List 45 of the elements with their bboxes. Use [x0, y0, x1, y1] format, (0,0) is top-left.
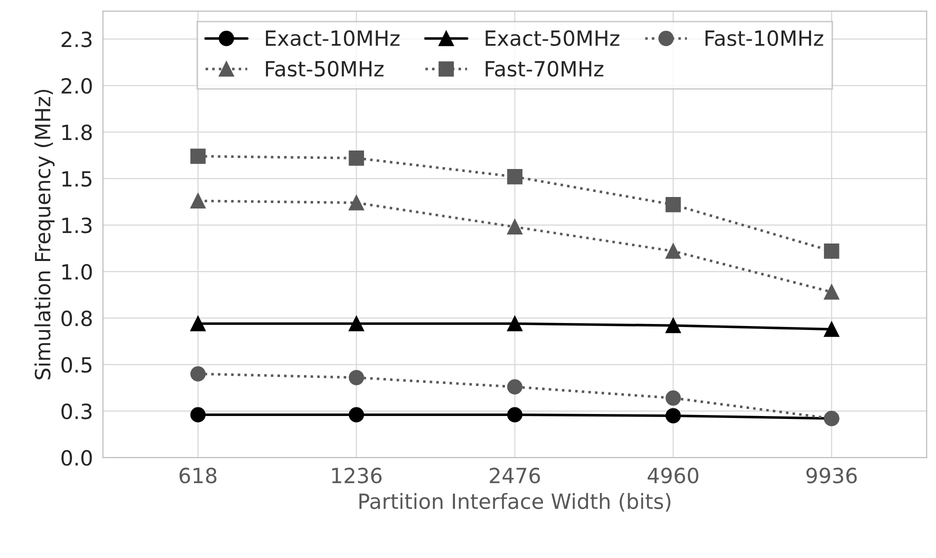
y-tick-label: 0.0	[61, 450, 92, 466]
legend-label: Fast-50MHz	[266, 60, 384, 77]
point	[507, 379, 522, 395]
point	[190, 407, 206, 422]
y-tick-label: 1.8	[62, 124, 92, 140]
point	[348, 316, 364, 332]
point	[666, 318, 681, 334]
y-tick-label: 0.3	[61, 404, 92, 420]
legend-label: Exact-10MHz	[266, 30, 400, 46]
point	[507, 169, 522, 184]
point	[190, 366, 206, 382]
y-tick-label: 2.0	[62, 78, 92, 94]
point	[507, 407, 522, 422]
point	[666, 390, 681, 406]
y-tick-label: 1.0	[62, 264, 92, 280]
legend-label: Exact-50MHz	[486, 30, 620, 46]
x-tick-label: 9936	[806, 468, 857, 484]
point	[666, 196, 681, 212]
point	[348, 195, 364, 210]
y-axis-title: Simulation Frequency (MHz)	[34, 90, 55, 380]
point	[348, 150, 364, 166]
point	[190, 316, 206, 332]
point	[348, 370, 364, 386]
point	[824, 243, 840, 259]
point	[824, 284, 840, 300]
y-tick-label: 0.8	[61, 310, 92, 326]
x-axis-title: Partition Interface Width (bits)	[359, 493, 670, 512]
y-tick-label: 2.3	[62, 32, 92, 48]
y-tick-label: 0.5	[61, 357, 92, 373]
point	[666, 243, 681, 259]
point	[507, 219, 522, 235]
point	[190, 193, 206, 209]
x-tick-label: 4960	[648, 468, 698, 484]
legend-label: Fast-70MHz	[486, 60, 604, 77]
point	[824, 322, 840, 337]
point	[190, 148, 206, 164]
y-tick-label: 1.3	[62, 218, 92, 234]
x-tick-label: 2476	[490, 468, 540, 484]
point	[507, 316, 522, 332]
legend-label: Fast-10MHz	[706, 30, 824, 46]
x-tick-label: 1236	[332, 468, 382, 484]
point	[348, 407, 364, 422]
x-tick-label: 618	[180, 468, 216, 484]
y-tick-label: 1.5	[62, 171, 92, 187]
point	[666, 408, 681, 424]
